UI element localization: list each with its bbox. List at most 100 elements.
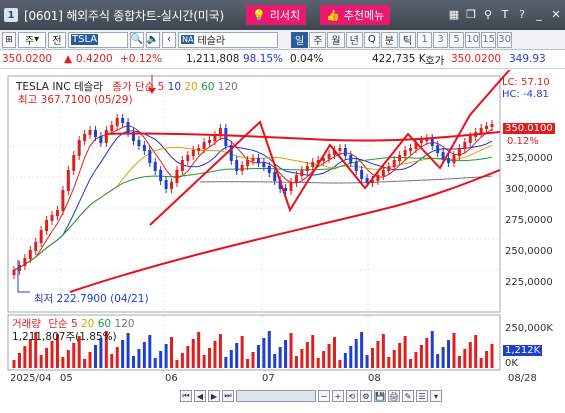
- candle: [327, 154, 331, 159]
- chart-scroll-controls: ⏮ ◀ ▶ ⏭ − + ⟲ ⚙ 💾 🖨 ✎ ☰ ▾: [180, 390, 442, 402]
- period-day[interactable]: 일: [291, 31, 309, 48]
- volume-bar: [289, 333, 293, 368]
- price-panel-frame: [7, 75, 501, 313]
- next-icon[interactable]: ▶: [208, 390, 220, 402]
- thumbs-up-icon: 👍: [326, 8, 340, 22]
- x-label-07: 07: [262, 373, 275, 384]
- period-minute[interactable]: 분: [380, 31, 398, 48]
- tool-icon[interactable]: ✎: [402, 390, 414, 402]
- research-button[interactable]: 💡 리서치: [246, 5, 307, 25]
- candle: [425, 138, 429, 141]
- search-icon[interactable]: 🔍: [130, 31, 144, 48]
- volume-bar: [278, 347, 282, 368]
- close-icon[interactable]: ✕: [551, 7, 561, 21]
- interval-30[interactable]: 30: [497, 31, 513, 48]
- window-title: [0601] 해외주식 종합차트-실시간(미국): [24, 8, 224, 23]
- candle: [322, 158, 326, 161]
- period-tick[interactable]: 틱: [398, 31, 417, 48]
- candle: [50, 215, 54, 221]
- x-label-08: 08: [368, 373, 381, 384]
- caret-icon[interactable]: ‹: [162, 31, 176, 48]
- candle: [376, 175, 380, 181]
- type-select[interactable]: 주 ▾: [18, 31, 46, 48]
- print-icon[interactable]: 🖨: [388, 390, 400, 402]
- window-icon[interactable]: ❐: [466, 7, 476, 21]
- interval-5[interactable]: 5: [449, 31, 465, 48]
- list-icon[interactable]: ☰: [416, 390, 428, 402]
- volume-bar: [55, 334, 59, 368]
- interval-10[interactable]: 10: [465, 31, 481, 48]
- y-tick-325000: 325,0000: [505, 153, 553, 164]
- volume-label: 거래량: [12, 318, 41, 330]
- last-icon[interactable]: ⏭: [222, 390, 234, 402]
- volume-bar: [256, 345, 260, 368]
- prev-button[interactable]: 전: [48, 31, 66, 48]
- bid-label: 호가: [425, 55, 445, 67]
- volume-bar: [457, 356, 461, 368]
- volume-bar: [343, 353, 347, 368]
- candle: [104, 130, 108, 143]
- candle: [392, 160, 396, 167]
- volume-bar: [430, 331, 434, 368]
- text-icon[interactable]: T: [501, 7, 509, 21]
- volume-bar: [316, 358, 320, 368]
- volume-bar: [479, 358, 483, 368]
- period-month[interactable]: 월: [327, 31, 345, 48]
- candle: [235, 160, 239, 171]
- scroll-track[interactable]: [236, 390, 316, 402]
- period-week[interactable]: 주: [309, 31, 327, 48]
- add-icon[interactable]: ⊞: [2, 31, 16, 48]
- prev-icon[interactable]: ◀: [194, 390, 206, 402]
- volume-bar: [121, 340, 125, 368]
- chart-canvas[interactable]: [0, 70, 565, 413]
- candle: [180, 160, 184, 171]
- candle: [23, 258, 27, 266]
- volume-bar: [115, 347, 119, 368]
- period-year[interactable]: 년: [345, 31, 363, 48]
- y-tick-300000: 300,0000: [505, 184, 553, 195]
- volume-bar: [137, 349, 141, 368]
- volume-bar: [273, 354, 277, 368]
- interval-1[interactable]: 1: [417, 31, 433, 48]
- grid-icon[interactable]: ▦: [448, 7, 460, 21]
- ma-60-legend: 60: [201, 81, 215, 93]
- speaker-icon[interactable]: 🔈: [146, 31, 160, 48]
- zoom-out-icon[interactable]: −: [318, 390, 330, 402]
- pin-icon[interactable]: ⚲: [483, 7, 493, 21]
- volume-bar: [284, 340, 288, 368]
- candle: [409, 148, 413, 151]
- symbol-input[interactable]: TSLA: [68, 31, 128, 48]
- lc-label: LC: 57.10: [502, 77, 550, 88]
- first-icon[interactable]: ⏮: [180, 390, 192, 402]
- chart-area[interactable]: TESLA INC 테슬라 종가 단순 5 10 20 60 120 최고 36…: [0, 70, 565, 413]
- zoom-in-icon[interactable]: +: [332, 390, 344, 402]
- reset-icon[interactable]: ⟲: [346, 390, 358, 402]
- candle: [148, 150, 152, 163]
- symbol-value: TSLA: [71, 34, 99, 45]
- volume-bar: [235, 343, 239, 368]
- candle: [332, 150, 336, 155]
- candle: [224, 128, 228, 146]
- candle: [273, 172, 277, 181]
- volume-bar: [104, 331, 108, 368]
- settings-icon[interactable]: ⚙: [360, 390, 372, 402]
- volume-bar: [88, 352, 92, 368]
- period-quarter[interactable]: Q: [363, 31, 380, 48]
- volume-bar: [468, 342, 472, 368]
- recommend-menu-button[interactable]: 👍 추천메뉴: [320, 5, 391, 25]
- high-marker-arrow: [148, 88, 156, 94]
- menu-icon[interactable]: ▾: [430, 390, 442, 402]
- candle: [251, 158, 255, 161]
- interval-3[interactable]: 3: [433, 31, 449, 48]
- save-icon[interactable]: 💾: [374, 390, 386, 402]
- volume-bar: [376, 341, 380, 368]
- candle: [403, 150, 407, 156]
- help-icon[interactable]: ?: [519, 7, 525, 21]
- candle: [316, 160, 320, 163]
- volume-bar: [34, 332, 38, 368]
- interval-15[interactable]: 15: [481, 31, 497, 48]
- x-label-2025-04: 2025/04: [10, 373, 52, 384]
- minimize-icon[interactable]: _: [536, 7, 542, 21]
- volume-bar: [77, 336, 81, 368]
- candle: [267, 166, 271, 173]
